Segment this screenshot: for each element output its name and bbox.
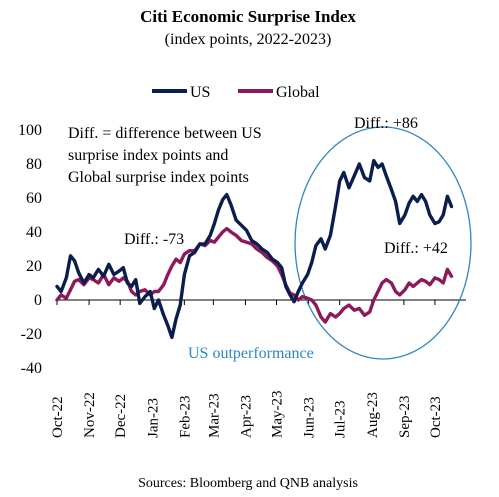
legend-global-label: Global — [276, 84, 320, 101]
x-tick-label: Jan-23 — [145, 398, 161, 438]
x-tick-label: Jul-23 — [333, 401, 349, 439]
chart-source: Sources: Bloomberg and QNB analysis — [138, 476, 358, 491]
us-outperformance-ellipse — [294, 126, 472, 360]
diff-jan-annotation: Diff.: -73 — [124, 231, 184, 248]
x-axis-ticks: Oct-22 Nov-22 Dec-22 Jan-23 Feb-23 Mar-23 Apr-… — [50, 300, 444, 438]
y-tick-label: -40 — [21, 360, 42, 377]
x-tick-label: Oct-22 — [50, 396, 66, 438]
y-axis-ticks: 100 80 60 40 20 0 -20 -40 — [18, 122, 42, 377]
diff-oct-annotation: Diff.: +42 — [384, 240, 448, 257]
x-tick-label: Jun-23 — [302, 397, 318, 438]
chart-subtitle: (index points, 2022-2023) — [165, 31, 332, 48]
ellipse-label: US outperformance — [188, 345, 314, 362]
y-tick-label: 60 — [26, 190, 42, 207]
diff-aug-annotation: Diff.: +86 — [354, 115, 418, 132]
y-tick-label: 0 — [34, 292, 42, 309]
x-tick-label: May-23 — [270, 391, 286, 439]
y-tick-label: 80 — [26, 156, 42, 173]
chart-title: Citi Economic Surprise Index — [140, 7, 356, 26]
definition-line-1: Diff. = difference between US — [68, 125, 262, 142]
y-tick-label: 100 — [18, 122, 42, 139]
y-tick-label: 40 — [26, 224, 42, 241]
x-tick-label: Aug-23 — [365, 392, 381, 438]
x-tick-label: Mar-23 — [206, 393, 222, 438]
y-tick-label: -20 — [21, 326, 42, 343]
x-tick-label: Dec-22 — [113, 394, 129, 438]
x-tick-label: Apr-23 — [238, 395, 254, 438]
series-lines — [55, 158, 454, 340]
definition-line-3: Global surprise index points — [68, 169, 249, 186]
x-tick-label: Feb-23 — [177, 396, 193, 439]
y-tick-label: 20 — [26, 258, 42, 275]
definition-line-2: surprise index points and — [68, 147, 228, 164]
x-tick-label: Oct-23 — [428, 396, 444, 438]
legend: US Global — [152, 84, 320, 101]
x-tick-label: Sep-23 — [397, 396, 413, 439]
x-tick-label: Nov-22 — [82, 392, 98, 438]
legend-us-label: US — [190, 84, 210, 101]
series-line-us — [55, 158, 454, 340]
